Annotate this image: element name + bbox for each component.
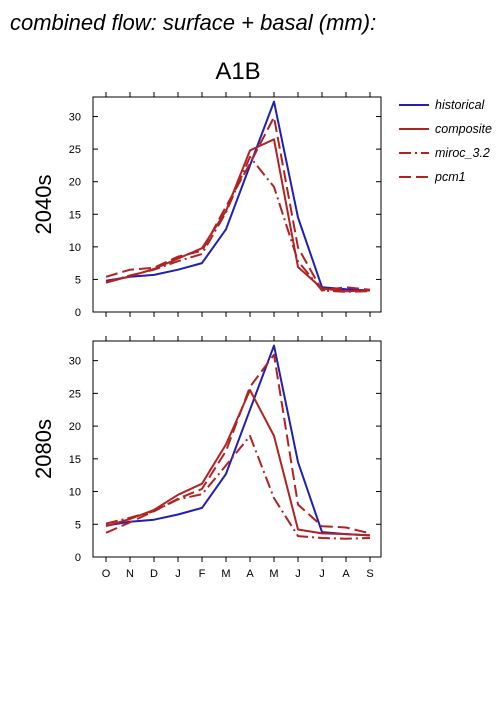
row-label: 2040s [31,175,56,235]
plot-frame [92,96,382,313]
y-tick-label: 20 [69,421,81,433]
y-tick-label: 0 [75,552,81,564]
x-tick-label: A [246,568,254,580]
series-line-pcm1 [105,116,371,292]
panel-2040s: 0 5 10 15 20 25 30 2040s [31,92,382,319]
x-tick-label: J [319,568,325,580]
panel-2080s: 0 5 10 15 20 25 30 O N D J F M A M J J A S 2080s [31,336,382,580]
x-tick-label: A [342,568,350,580]
y-tick-label: 25 [69,388,81,400]
y-tick-label: 15 [69,454,81,466]
y-tick-label: 20 [69,177,81,189]
y-tick-label: 10 [69,487,81,499]
y-tick-label: 10 [69,242,81,254]
legend-item: pcm1 [399,170,466,184]
y-tick-label: 5 [75,519,81,531]
legend-item: composite [399,122,492,136]
x-tick-label: M [221,568,230,580]
row-label: 2080s [31,419,56,479]
series-line-composite [105,389,371,537]
x-tick-label: F [199,568,206,580]
x-tick-label: D [150,568,158,580]
figure-title: combined flow: surface + basal (mm): [10,10,376,35]
legend-item: historical [399,98,486,112]
legend-label: miroc_3.2 [435,146,490,160]
series-line-miroc_3.2 [105,434,371,540]
x-tick-label: O [102,568,111,580]
x-tick-label: M [269,568,278,580]
y-tick-label: 15 [69,209,81,221]
series-line-historical [105,100,371,292]
y-tick-label: 25 [69,144,81,156]
y-tick-label: 30 [69,112,81,124]
x-tick-label: J [295,568,301,580]
x-tick-label: S [366,568,373,580]
y-tick-label: 30 [69,356,81,368]
x-tick-label: J [175,568,181,580]
series-line-pcm1 [105,353,371,535]
legend-label: historical [435,98,486,112]
legend-item: miroc_3.2 [399,146,490,160]
y-tick-label: 5 [75,274,81,286]
x-tick-label: N [126,568,134,580]
legend: historical composite miroc_3.2 pcm1 [399,98,492,184]
legend-label: pcm1 [434,170,466,184]
legend-label: composite [435,122,492,136]
series-line-historical [105,344,371,537]
plot-frame [92,340,382,558]
scenario-title: A1B [215,58,260,85]
panels: 0 5 10 15 20 25 30 2040s 0 5 10 15 20 25 30 O N D J F M A M J J A… [31,92,382,580]
y-tick-label: 0 [75,307,81,319]
